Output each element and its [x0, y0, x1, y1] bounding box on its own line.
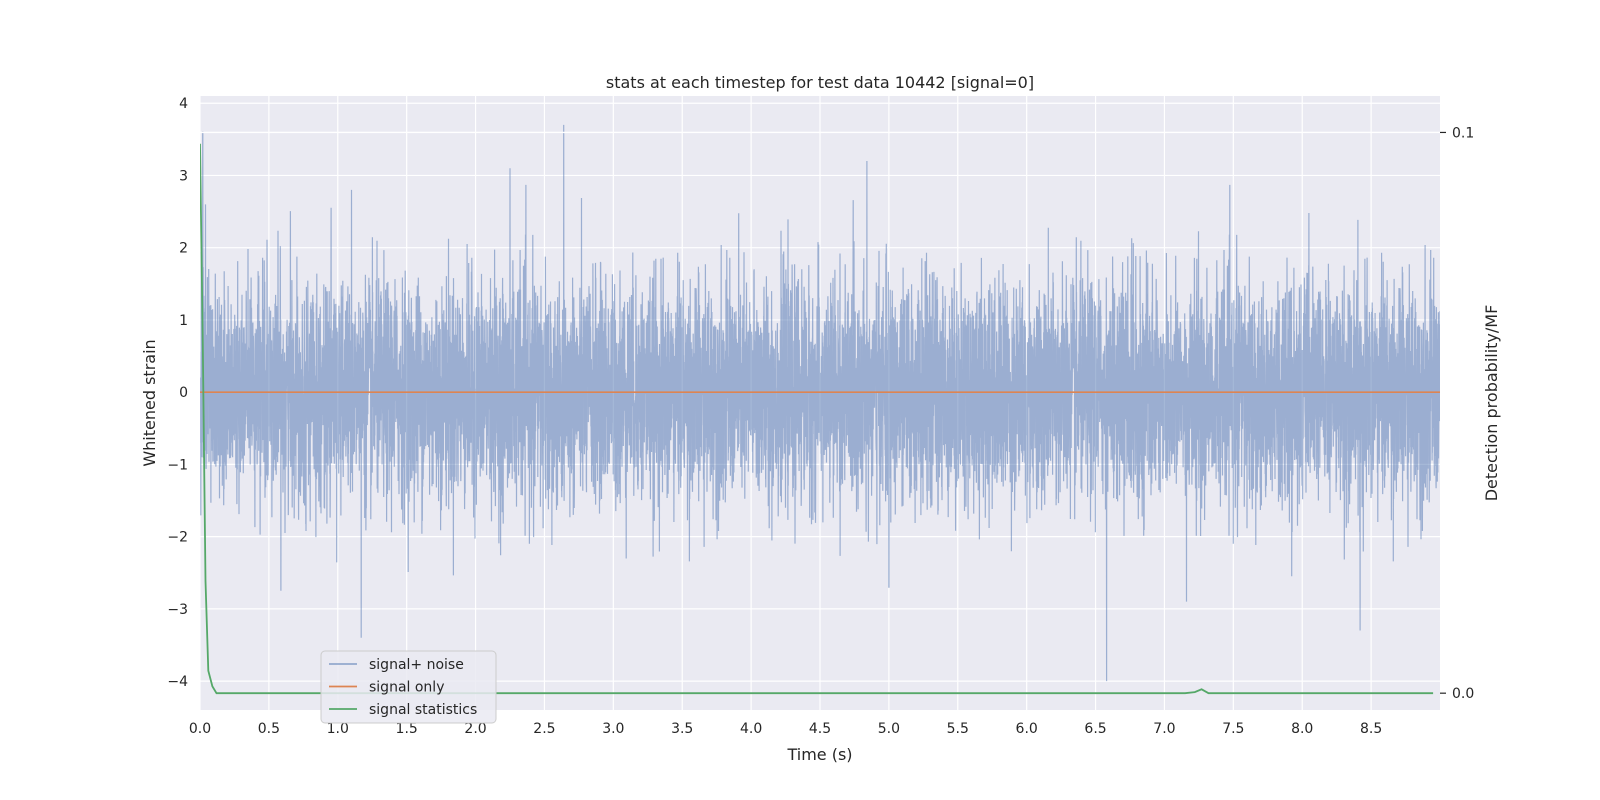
legend-label: signal+ noise: [369, 657, 464, 673]
y-axis-title: Whitened strain: [140, 339, 159, 466]
x-tick-label: 8.0: [1291, 721, 1313, 737]
x-tick-label: 2.5: [533, 721, 555, 737]
y-tick-label: 0: [179, 385, 188, 401]
x-axis-title: Time (s): [786, 745, 852, 764]
x-tick-label: 8.5: [1360, 721, 1382, 737]
y2-axis-title: Detection probability/MF: [1482, 305, 1501, 502]
legend-label: signal statistics: [369, 702, 477, 718]
x-tick-label: 1.0: [327, 721, 349, 737]
series-signal-statistics-line: [200, 143, 1434, 695]
y-tick-label: −1: [167, 457, 188, 473]
y-tick-label: 2: [179, 241, 188, 257]
y-tick-label: −2: [167, 530, 188, 546]
x-tick-label: 4.5: [809, 721, 831, 737]
x-tick-label: 5.0: [878, 721, 900, 737]
x-tick-label: 6.0: [1016, 721, 1038, 737]
series-signal-plus-noise-line: [200, 124, 1440, 682]
legend: signal+ noise signal only signal statistic…: [320, 650, 497, 724]
y2-tick-label: 0.0: [1452, 686, 1474, 702]
x-tick-label: 7.5: [1222, 721, 1244, 737]
y-tick-label: −3: [167, 602, 188, 618]
chart-title: stats at each timestep for test data 104…: [606, 73, 1034, 92]
legend-box: [320, 650, 497, 724]
x-tick-label: 2.0: [464, 721, 486, 737]
y-tick-label: 1: [179, 313, 188, 329]
y2-tick-label: 0.1: [1452, 125, 1474, 141]
x-tick-label: 0.0: [189, 721, 211, 737]
y-tick-label: −4: [167, 674, 188, 690]
x-tick-label: 0.5: [258, 721, 280, 737]
x-tick-label: 1.5: [396, 721, 418, 737]
x-tick-label: 6.5: [1084, 721, 1106, 737]
y-tick-label: 4: [179, 96, 188, 112]
axes: 0.0 0.5 1.0 1.5 2.0 2.5 3.0 3.5 4.0 4.5 5.0 5.5 6.0 6…: [167, 96, 1474, 737]
legend-label: signal only: [369, 680, 444, 696]
x-tick-label: 3.0: [602, 721, 624, 737]
x-tick-label: 4.0: [740, 721, 762, 737]
x-tick-label: 7.0: [1153, 721, 1175, 737]
y-tick-label: 3: [179, 168, 188, 184]
plot-area: [200, 124, 1440, 695]
x-tick-label: 3.5: [671, 721, 693, 737]
x-tick-label: 5.5: [947, 721, 969, 737]
